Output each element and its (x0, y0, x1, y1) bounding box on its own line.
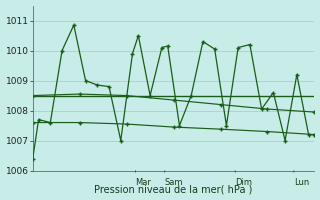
Text: Dim: Dim (235, 178, 252, 187)
Text: Lun: Lun (294, 178, 309, 187)
Text: Sam: Sam (165, 178, 183, 187)
X-axis label: Pression niveau de la mer( hPa ): Pression niveau de la mer( hPa ) (94, 184, 253, 194)
Text: Mar: Mar (135, 178, 151, 187)
